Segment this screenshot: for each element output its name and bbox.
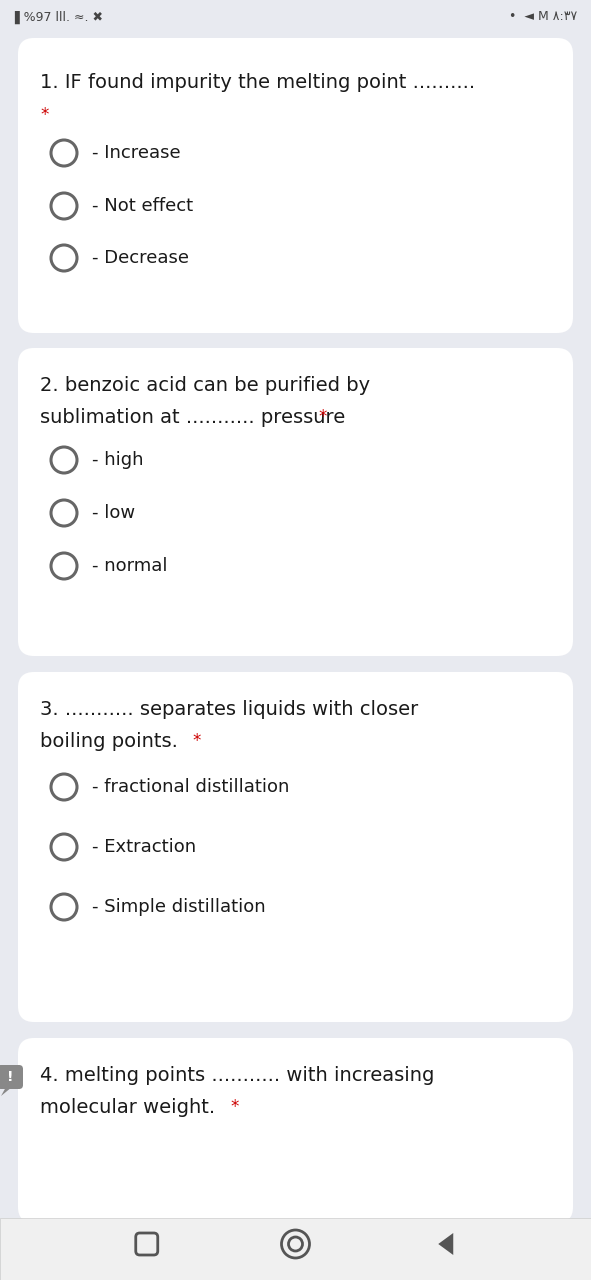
Text: boiling points.: boiling points. — [40, 732, 184, 751]
FancyBboxPatch shape — [18, 38, 573, 333]
Text: - Extraction: - Extraction — [92, 838, 196, 856]
Text: *: * — [318, 408, 326, 426]
FancyBboxPatch shape — [18, 1038, 573, 1222]
Text: - Not effect: - Not effect — [92, 197, 193, 215]
Text: !: ! — [7, 1070, 13, 1084]
Text: - fractional distillation: - fractional distillation — [92, 778, 290, 796]
Text: - high: - high — [92, 451, 144, 468]
Text: 3. ........... separates liquids with closer: 3. ........... separates liquids with cl… — [40, 700, 418, 719]
Text: sublimation at ........... pressure: sublimation at ........... pressure — [40, 408, 352, 428]
FancyBboxPatch shape — [0, 1219, 591, 1280]
Text: 2. benzoic acid can be purified by: 2. benzoic acid can be purified by — [40, 376, 370, 396]
Text: *: * — [192, 732, 200, 750]
Text: *: * — [230, 1098, 238, 1116]
Text: 1. IF found impurity the melting point ..........: 1. IF found impurity the melting point .… — [40, 73, 475, 92]
Text: molecular weight.: molecular weight. — [40, 1098, 222, 1117]
FancyBboxPatch shape — [18, 348, 573, 655]
Text: *: * — [40, 106, 48, 124]
Text: 4. melting points ........... with increasing: 4. melting points ........... with incre… — [40, 1066, 434, 1085]
Text: - Simple distillation: - Simple distillation — [92, 899, 265, 916]
FancyBboxPatch shape — [0, 1065, 23, 1089]
Text: •  ◄ M ٨:٣٧: • ◄ M ٨:٣٧ — [509, 10, 577, 23]
Text: - Increase: - Increase — [92, 143, 181, 163]
Text: - low: - low — [92, 504, 135, 522]
Polygon shape — [439, 1233, 453, 1254]
Text: - Decrease: - Decrease — [92, 250, 189, 268]
Polygon shape — [1, 1087, 12, 1096]
Text: ▌%97 lll. ≈. ✖: ▌%97 lll. ≈. ✖ — [14, 10, 103, 23]
FancyBboxPatch shape — [18, 672, 573, 1021]
Text: - normal: - normal — [92, 557, 167, 575]
